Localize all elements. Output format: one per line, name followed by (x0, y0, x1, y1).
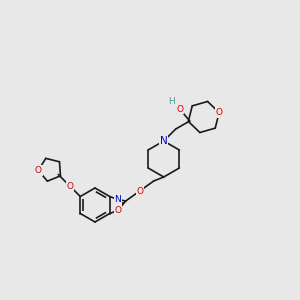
Text: O: O (67, 182, 74, 191)
Text: N: N (160, 136, 168, 146)
Text: O: O (136, 187, 143, 196)
Text: O: O (114, 206, 121, 215)
Text: N: N (114, 195, 121, 204)
Text: H: H (168, 97, 175, 106)
Text: O: O (176, 104, 183, 113)
Text: O: O (216, 108, 223, 117)
Text: O: O (35, 166, 42, 175)
